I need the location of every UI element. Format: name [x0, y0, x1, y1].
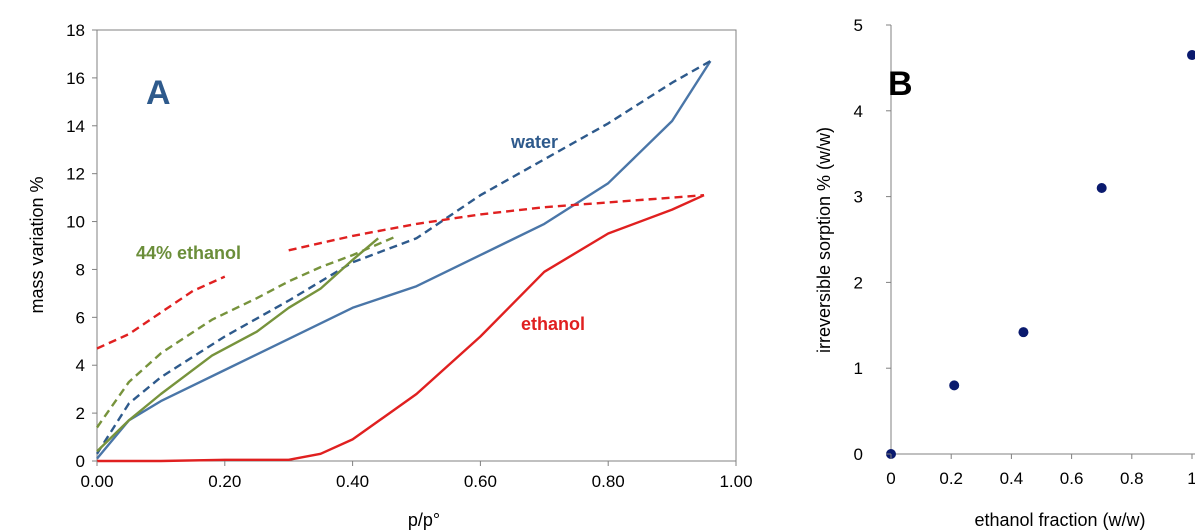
y-tick-label: 12: [66, 165, 85, 184]
chart-b-y-ticks: 0 1 2 3 4 5: [854, 16, 891, 464]
scatter-point: [1018, 327, 1029, 338]
series-line-6: [288, 194, 705, 252]
annotation-44-ethanol: 44% ethanol: [136, 243, 241, 263]
x-tick-label: 0.6: [1060, 469, 1084, 488]
y-tick-label: 1: [854, 359, 863, 378]
chart-a: 0.00 0.20 0.40 0.60 0.80 1.00 0 2 4 6 8 10 12 14 16 18…: [27, 21, 753, 530]
scatter-point: [949, 380, 960, 391]
chart-b-plot-area: [886, 25, 1195, 459]
scatter-point: [1187, 50, 1195, 61]
y-tick-label: 5: [854, 16, 863, 35]
y-tick-label: 8: [76, 260, 85, 279]
x-tick-label: 1.00: [719, 472, 752, 491]
scatter-point: [1096, 183, 1107, 194]
series-line-3: [96, 234, 398, 429]
chart-b-y-axis-label: irreversible sorption % (w/w): [814, 127, 834, 353]
chart-b-x-axis-label: ethanol fraction (w/w): [974, 510, 1145, 530]
y-tick-label: 0: [76, 452, 85, 471]
series-line-5: [96, 275, 226, 350]
y-tick-label: 10: [66, 213, 85, 232]
x-tick-label: 0.00: [80, 472, 113, 491]
series-line-0: [96, 60, 712, 460]
x-tick-label: 0.4: [1000, 469, 1024, 488]
series-line-4: [97, 194, 705, 463]
y-tick-label: 3: [854, 188, 863, 207]
chart-b-x-ticks: 0 0.2 0.4 0.6 0.8 1: [886, 454, 1195, 488]
x-tick-label: 0.8: [1120, 469, 1144, 488]
y-tick-label: 16: [66, 69, 85, 88]
series-line-2: [96, 237, 379, 453]
y-tick-label: 14: [66, 117, 85, 136]
chart-a-plot-area: [95, 29, 737, 463]
y-tick-label: 6: [76, 308, 85, 327]
chart-a-x-ticks: 0.00 0.20 0.40 0.60 0.80 1.00: [80, 461, 753, 491]
chart-a-x-axis-label: p/p°: [408, 510, 440, 530]
y-tick-label: 2: [76, 404, 85, 423]
annotation-water: water: [510, 132, 558, 152]
x-tick-label: 0.40: [336, 472, 369, 491]
x-tick-label: 0.20: [208, 472, 241, 491]
x-tick-label: 0.80: [592, 472, 625, 491]
y-tick-label: 4: [854, 102, 863, 121]
y-tick-label: 18: [66, 21, 85, 40]
chart-a-y-ticks: 0 2 4 6 8 10 12 14 16 18: [66, 21, 97, 471]
chart-a-frame: [96, 29, 737, 462]
chart-b: 0 0.2 0.4 0.6 0.8 1 0 1 2 3 4 5 B ethanol fraction…: [814, 16, 1195, 530]
x-tick-label: 1: [1187, 469, 1195, 488]
x-tick-label: 0: [886, 469, 895, 488]
chart-a-panel-label: A: [146, 74, 171, 112]
annotation-ethanol: ethanol: [521, 314, 585, 334]
chart-b-panel-label: B: [888, 65, 913, 103]
chart-a-y-axis-label: mass variation %: [27, 176, 47, 313]
y-tick-label: 2: [854, 273, 863, 292]
y-tick-label: 4: [76, 356, 85, 375]
x-tick-label: 0.60: [464, 472, 497, 491]
x-tick-label: 0.2: [939, 469, 963, 488]
y-tick-label: 0: [854, 445, 863, 464]
series-line-1: [95, 60, 711, 455]
